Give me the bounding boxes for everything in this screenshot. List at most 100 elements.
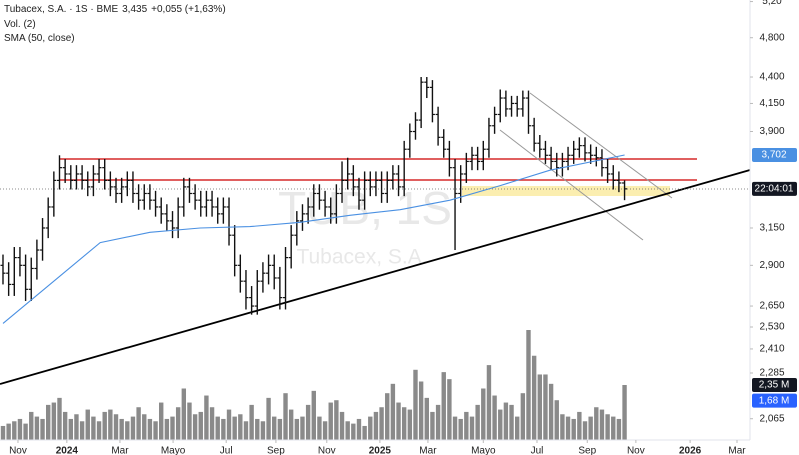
volume-bar [317,416,322,440]
x-tick-label: Nov [318,446,336,455]
x-tick-label: Mayo [471,446,496,455]
volume-bar [548,383,554,440]
volume-bar [447,379,452,440]
volume-bar [351,423,356,440]
x-tick-label: 2025 [369,446,392,455]
volume-badge: 1,68 M [759,395,790,406]
y-tick-label: 2,900 [759,260,784,271]
volume-bar [486,365,492,440]
volume-bar [119,418,124,440]
volume-bar [577,411,582,440]
volume-bar [272,416,277,440]
volume-bar [458,418,463,440]
sma-line [2,154,625,324]
volume-bar [130,416,136,440]
y-tick-label: 2,650 [759,301,784,312]
volume-bar [108,409,113,440]
zone-highlight [462,186,670,196]
volume-bar [226,409,232,440]
volume-bar [277,418,283,440]
sma-badge: 3,702 [761,150,786,161]
volume-bar [368,416,373,440]
volume-bar [328,402,333,440]
volume-bar [464,411,469,440]
x-tick-label: Jul [220,446,233,455]
x-tick-label: Mayo [161,446,186,455]
volume-bar [204,395,209,440]
volume-bar [0,425,6,440]
sma-legend: SMA (50, close) [4,33,75,44]
volume-legend: Vol. (2) [4,19,36,30]
volume-bar [34,416,40,440]
x-tick-label: Nov [9,446,27,455]
volume-bar [481,388,486,440]
y-tick-label: 2,285 [759,368,784,379]
volume-bar [12,421,17,440]
volume-bar [571,418,576,440]
y-tick-label: 3,150 [759,223,784,234]
volume-bar [345,421,350,440]
volume-bar [305,404,311,440]
y-tick-label: 4,800 [759,32,784,43]
volume-bar [588,416,593,440]
volume-bar [74,414,79,440]
volume-bar [102,411,107,440]
volume-bar [424,397,429,440]
volume-bar [221,418,226,440]
sma-badge-bg [752,148,797,163]
volume-badge-bg [752,393,797,408]
volume-bar [469,416,475,440]
volume-bar [136,407,141,440]
volume-bar [79,421,85,440]
volume-bar [582,421,588,440]
countdown-badge-bg [752,181,797,196]
channel-line [529,92,673,199]
volume-bar [68,418,74,440]
y-tick-label: 2,065 [759,413,784,424]
volume-bar [311,390,316,440]
volume-bar [164,418,170,440]
volume-bar [23,423,28,440]
volume-bar [125,421,130,440]
countdown-badge: 22:04:01 [755,183,794,194]
x-tick-label: Mar [728,446,746,455]
x-tick-label: 2024 [56,446,79,455]
volume-bar [407,409,413,440]
volume-bar [520,393,526,440]
volume-bar [62,411,68,440]
volume-bar [243,421,249,440]
volume-bar [554,400,559,440]
x-tick-label: Jul [531,446,544,455]
volume-bar [159,402,164,440]
volume-bar [57,397,62,440]
volume-bar [85,409,90,440]
x-tick-label: Mar [111,446,129,455]
volume-bar [356,418,362,440]
volume-bar [509,404,514,440]
volume-bar [339,411,345,440]
volume-bar [413,369,418,440]
volume-bar [385,393,390,440]
price-layer [0,77,628,324]
x-tick-label: 2026 [679,446,702,455]
volume-bar [379,407,384,440]
volume-bar [238,414,243,440]
x-tick-label: Sep [267,446,285,455]
volume-bar [560,414,565,440]
volume-bar [147,418,153,440]
volume-bar [249,404,254,440]
x-tick-label: Mar [419,446,437,455]
volume-bar [373,411,379,440]
volume-bar [45,404,51,440]
volume-bar [503,402,509,440]
volume-bar [198,411,203,440]
volume-bar [6,423,11,440]
volume-bar [475,404,480,440]
volume-bar [96,421,102,440]
volume-bar [283,393,288,440]
x-tick-label: Sep [578,446,596,455]
channel-line [499,129,644,241]
volume-bar [232,416,237,440]
